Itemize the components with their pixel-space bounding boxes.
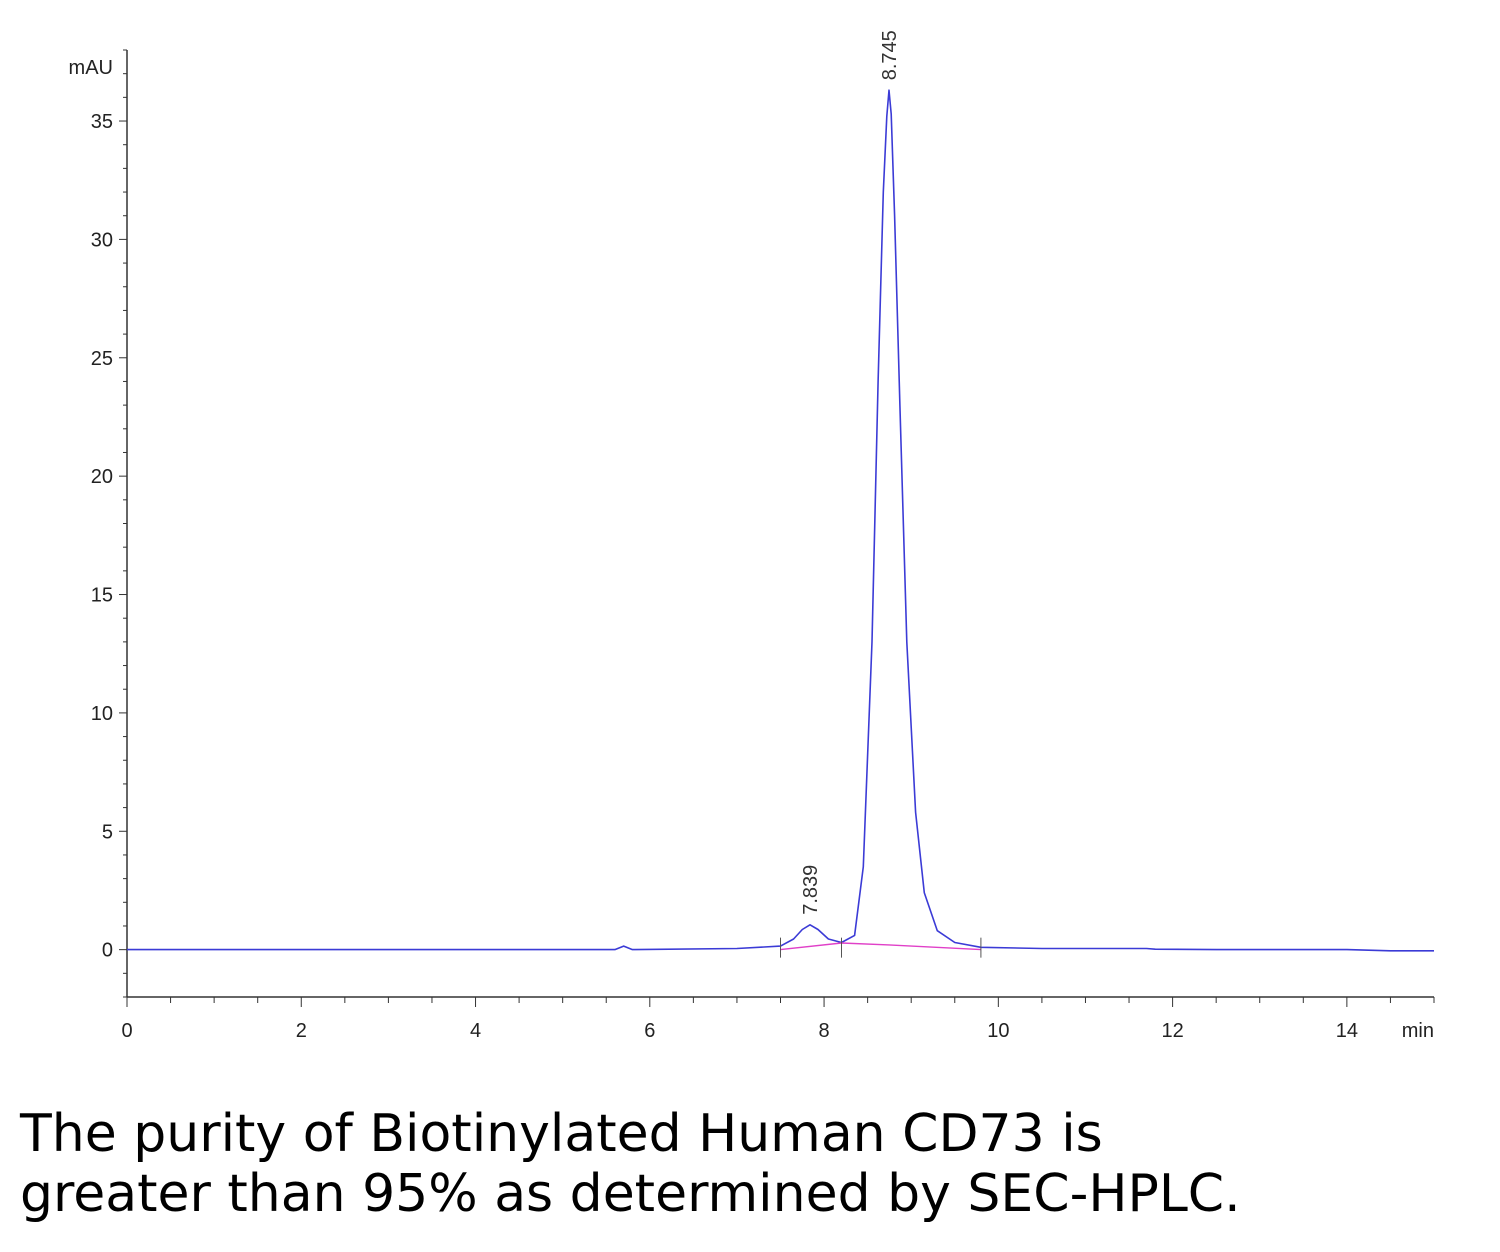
y-tick-label: 20 [91, 466, 113, 488]
signal-trace [127, 89, 1434, 952]
x-unit-label: min [1402, 1020, 1434, 1042]
y-tick-label: 25 [91, 348, 113, 370]
x-tick-label: 14 [1336, 1020, 1358, 1042]
y-tick-label: 30 [91, 229, 113, 251]
x-tick-label: 8 [819, 1020, 830, 1042]
x-tick-label: 10 [987, 1020, 1009, 1042]
y-tick-label: 10 [91, 703, 113, 725]
x-tick-label: 12 [1161, 1020, 1183, 1042]
y-tick-label: 0 [102, 940, 113, 962]
x-tick-label: 2 [296, 1020, 307, 1042]
baseline-trace [780, 942, 981, 951]
y-unit-label: mAU [69, 57, 113, 79]
figure-caption: The purity of Biotinylated Human CD73 is… [20, 1104, 1480, 1224]
y-tick-label: 5 [102, 821, 113, 843]
y-tick-label: 15 [91, 585, 113, 607]
peak-label: 7.839 [800, 865, 822, 915]
x-tick-label: 0 [121, 1020, 132, 1042]
caption-line-1: The purity of Biotinylated Human CD73 is [20, 1104, 1103, 1164]
caption-line-2: greater than 95% as determined by SEC-HP… [20, 1164, 1241, 1224]
chart-canvas: 0 5 10 15 20 25 30 35 mAU 0 2 4 6 8 10 12 14 min 7.839 8.74… [69, 30, 1435, 1042]
y-tick-label: 35 [91, 111, 113, 133]
peak-label: 8.745 [879, 30, 901, 80]
x-tick-label: 4 [470, 1020, 481, 1042]
chromatogram-chart: 0 5 10 15 20 25 30 35 mAU 0 2 4 6 8 10 12 14 min 7.839 8.74… [69, 30, 1435, 1042]
x-tick-label: 6 [644, 1020, 655, 1042]
